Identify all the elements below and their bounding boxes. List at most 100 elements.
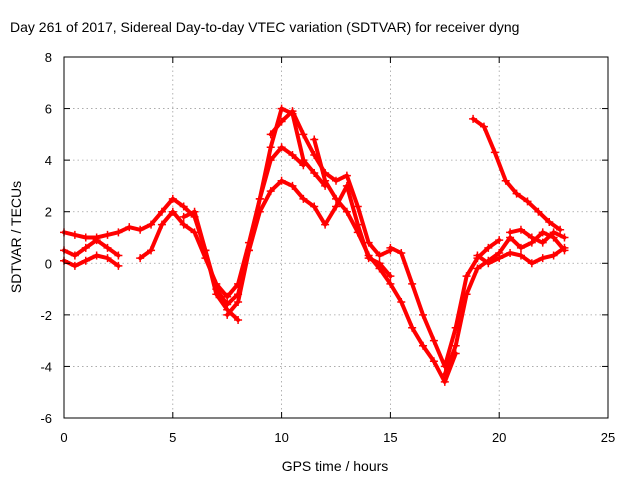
data-point bbox=[342, 207, 351, 216]
data-point bbox=[179, 220, 188, 229]
y-tick-label: -4 bbox=[40, 359, 52, 374]
x-tick-label: 25 bbox=[601, 430, 615, 445]
x-tick-label: 10 bbox=[274, 430, 288, 445]
data-point bbox=[157, 220, 166, 229]
data-point bbox=[299, 156, 308, 165]
data-point bbox=[332, 202, 340, 211]
data-point bbox=[560, 233, 569, 242]
data-point bbox=[223, 310, 232, 319]
data-point bbox=[168, 194, 177, 203]
data-point bbox=[125, 223, 134, 232]
data-point bbox=[103, 254, 112, 263]
data-point bbox=[157, 207, 166, 216]
series-3 bbox=[60, 251, 123, 270]
data-point bbox=[92, 236, 101, 245]
y-tick-label: 2 bbox=[45, 205, 52, 220]
data-point bbox=[136, 225, 145, 234]
data-point bbox=[277, 143, 286, 152]
data-point bbox=[277, 176, 286, 185]
data-point bbox=[70, 261, 79, 270]
data-point bbox=[549, 251, 558, 260]
data-point bbox=[484, 259, 493, 268]
data-point bbox=[212, 285, 221, 294]
data-point bbox=[81, 243, 90, 252]
series-layer bbox=[60, 104, 569, 386]
series-12 bbox=[469, 114, 565, 234]
data-point bbox=[310, 202, 319, 211]
data-point bbox=[408, 323, 417, 332]
data-point bbox=[375, 251, 384, 260]
data-point bbox=[556, 225, 565, 234]
data-point bbox=[288, 150, 297, 159]
plot-frame bbox=[63, 56, 609, 419]
data-point bbox=[375, 264, 384, 273]
data-point bbox=[495, 236, 504, 245]
data-point bbox=[223, 300, 232, 309]
data-point bbox=[386, 272, 395, 281]
series-7 bbox=[266, 107, 395, 260]
series-line bbox=[62, 238, 121, 258]
data-point bbox=[255, 194, 264, 203]
data-point bbox=[490, 148, 499, 157]
data-point bbox=[545, 218, 554, 227]
data-point bbox=[266, 143, 275, 152]
data-point bbox=[419, 341, 428, 350]
series-line bbox=[312, 137, 458, 384]
data-point bbox=[549, 228, 558, 237]
data-point bbox=[299, 194, 308, 203]
data-point bbox=[70, 251, 79, 260]
data-point bbox=[501, 176, 510, 185]
data-point bbox=[523, 197, 532, 206]
series-line bbox=[138, 145, 306, 299]
data-point bbox=[147, 220, 156, 229]
data-point bbox=[512, 189, 521, 198]
x-tick-label: 5 bbox=[169, 430, 176, 445]
data-point bbox=[429, 336, 438, 345]
data-point bbox=[277, 117, 286, 126]
data-point bbox=[527, 233, 536, 242]
data-point bbox=[342, 171, 351, 180]
data-point bbox=[310, 135, 319, 144]
series-4 bbox=[136, 143, 308, 301]
data-point bbox=[321, 220, 330, 229]
data-point bbox=[364, 251, 373, 260]
series-line bbox=[442, 230, 567, 377]
series-11 bbox=[473, 243, 569, 268]
data-point bbox=[429, 357, 438, 366]
data-point bbox=[353, 228, 362, 237]
data-point bbox=[397, 248, 406, 257]
data-point bbox=[473, 251, 482, 260]
data-point bbox=[495, 254, 504, 263]
series-6 bbox=[223, 176, 395, 319]
x-tick-label: 15 bbox=[383, 430, 397, 445]
data-point bbox=[244, 246, 253, 255]
data-point bbox=[538, 228, 547, 237]
data-point bbox=[266, 187, 275, 196]
data-point bbox=[332, 176, 340, 185]
axis-ticks: 0 5 10 15 20 25 -6 -4 -2 0 2 4 6 8 bbox=[40, 50, 615, 445]
data-point bbox=[277, 104, 286, 113]
data-point bbox=[81, 233, 90, 242]
y-tick-label: -6 bbox=[40, 411, 52, 426]
data-point bbox=[168, 207, 177, 216]
data-point bbox=[462, 272, 471, 281]
data-point bbox=[114, 228, 123, 237]
data-point bbox=[516, 225, 525, 234]
series-line bbox=[62, 253, 121, 268]
data-point bbox=[516, 251, 525, 260]
series-9 bbox=[386, 236, 504, 371]
data-point bbox=[440, 377, 449, 386]
data-point bbox=[506, 228, 515, 237]
data-point bbox=[266, 130, 275, 139]
y-tick-label: -2 bbox=[40, 308, 52, 323]
data-point bbox=[538, 254, 547, 263]
data-point bbox=[473, 264, 482, 273]
data-point bbox=[81, 256, 90, 265]
x-tick-label: 0 bbox=[60, 430, 67, 445]
data-point bbox=[190, 207, 199, 216]
y-tick-label: 6 bbox=[45, 102, 52, 117]
x-tick-label: 20 bbox=[492, 430, 506, 445]
x-axis-label: GPS time / hours bbox=[282, 458, 389, 474]
data-point bbox=[103, 230, 112, 239]
